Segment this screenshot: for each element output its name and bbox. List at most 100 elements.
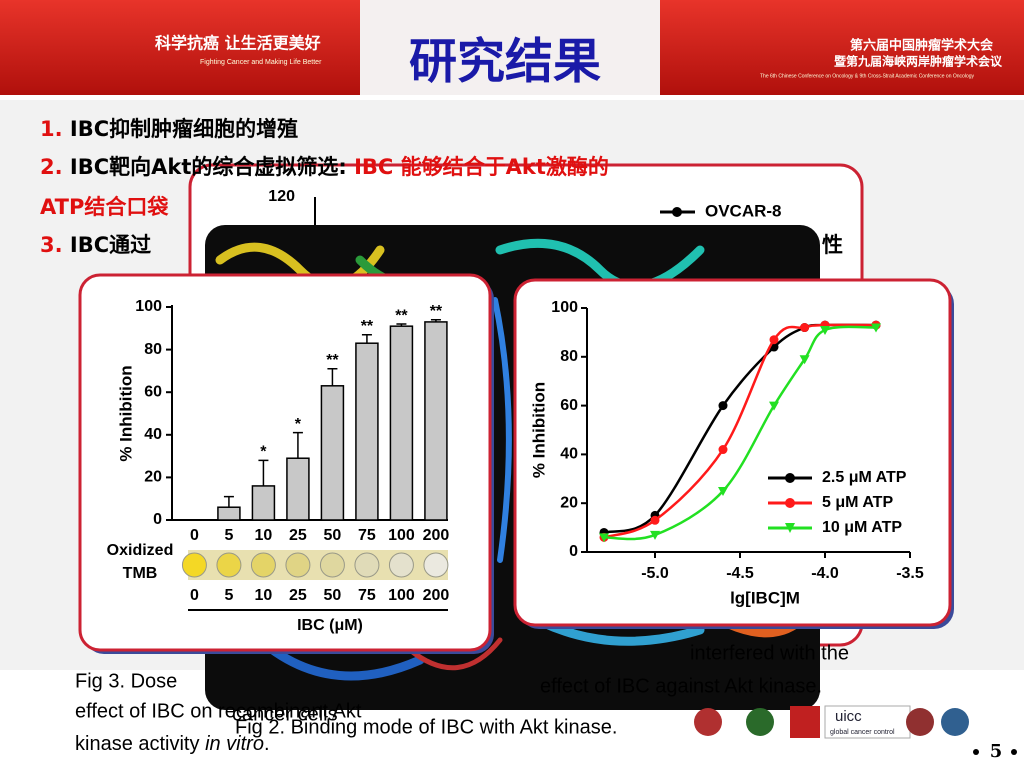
point: [650, 515, 660, 525]
strip-label: TMB: [123, 565, 158, 582]
x-tick-label: -5.0: [641, 565, 669, 582]
annotation: **: [430, 303, 443, 320]
y-tick-label: 20: [144, 469, 162, 486]
legend-marker: [672, 207, 682, 217]
x-tick-label: 100: [388, 527, 415, 544]
bullet: 1. IBC抑制肿瘤细胞的增殖: [40, 117, 298, 141]
bar: [355, 342, 379, 521]
y-tick-label: 80: [560, 348, 578, 365]
bar: [286, 457, 310, 521]
annotation: **: [361, 318, 374, 335]
strip-tick-label: 0: [190, 587, 199, 604]
conference-en: The 6th Chinese Conference on Oncology &…: [760, 73, 975, 79]
point: [769, 401, 779, 411]
bar: [251, 485, 276, 521]
y-axis-label: % Inhibition: [116, 365, 135, 461]
page-number: 5: [990, 741, 1003, 762]
x-tick-label: 0: [190, 527, 199, 544]
point: [800, 323, 810, 333]
x-tick-label: -3.5: [896, 565, 924, 582]
legend-label: 2.5 μM ATP: [822, 469, 907, 486]
slide-title: 研究结果: [409, 34, 601, 90]
bullet-tail: 性: [822, 233, 843, 257]
y-tick-label: 40: [144, 426, 162, 443]
y-tick-label: 20: [560, 494, 578, 511]
legend-label: 10 μM ATP: [822, 519, 902, 536]
bar: [389, 325, 414, 521]
point: [820, 325, 830, 335]
caption: Fig 2. Binding mode of IBC with Akt kina…: [235, 716, 617, 738]
conference: 第六届中国肿瘤学术大会: [850, 38, 994, 54]
tmb-well: [181, 552, 207, 578]
x-tick-label: 75: [358, 527, 376, 544]
error-bar: [430, 319, 441, 322]
x-tick-label: 25: [289, 527, 307, 544]
annotation: **: [326, 352, 339, 369]
logo-text: global cancer control: [830, 729, 895, 736]
strip-label: Oxidized: [107, 542, 174, 559]
strip-tick-label: 100: [388, 587, 415, 604]
logo-text: uicc: [835, 708, 862, 725]
dot: [973, 749, 979, 755]
conference-2: 暨第九届海峡两岸肿瘤学术会议: [834, 54, 1003, 69]
tmb-well: [250, 552, 276, 578]
strip-tick-label: 200: [423, 587, 450, 604]
tmb-well: [319, 552, 345, 578]
strip-tick-label: 50: [324, 587, 342, 604]
error-bar: [292, 431, 303, 459]
x-tick-label: 200: [423, 527, 450, 544]
caption: effect of IBC against Akt kinase.: [540, 675, 822, 697]
logo: [941, 708, 969, 736]
bullet: 2. IBC靶向Akt的综合虚拟筛选: IBC 能够结合于Akt激酶的: [40, 155, 609, 179]
annotation: *: [260, 444, 267, 461]
tmb-well: [285, 552, 311, 578]
logo: [906, 708, 934, 736]
point: [871, 323, 881, 333]
y-tick-label: 60: [144, 383, 162, 400]
point: [599, 533, 609, 543]
caption: effect of IBC on recombinant Akt: [75, 700, 362, 722]
strip-tick-label: 5: [224, 587, 233, 604]
caption: kinase activity in vitro.: [75, 733, 270, 755]
error-bar: [361, 333, 372, 344]
strip-tick-label: 25: [289, 587, 307, 604]
point: [718, 445, 728, 455]
slogan: 科学抗癌 让生活更美好: [155, 34, 321, 53]
y-tick-label: 100: [135, 298, 162, 315]
tmb-well: [354, 552, 380, 578]
point: [799, 355, 810, 365]
bar: [424, 321, 448, 521]
header-center: [360, 0, 660, 95]
error-bar: [223, 495, 234, 508]
tick-label: 120: [268, 188, 295, 205]
y-tick-label: 0: [569, 543, 578, 560]
strip-tick-label: 10: [255, 587, 273, 604]
x-tick-label: 50: [324, 527, 342, 544]
x-axis-label: IBC (μM): [297, 617, 363, 634]
bar: [320, 385, 345, 521]
error-bar: [396, 323, 407, 327]
bullet-cont: ATP结合口袋: [40, 195, 169, 219]
y-tick-label: 0: [153, 511, 162, 528]
annotation: **: [395, 307, 408, 324]
x-tick-label: 10: [255, 527, 273, 544]
x-axis-label: lg[IBC]M: [730, 588, 800, 607]
bullet: 3. IBC通过: [40, 233, 151, 257]
error-bar: [327, 368, 338, 386]
logo: [694, 708, 722, 736]
point: [718, 487, 728, 496]
caption: interfered with the: [690, 642, 849, 664]
logo: [790, 706, 820, 738]
tmb-well: [216, 552, 242, 578]
tmb-well: [423, 552, 449, 578]
point: [718, 401, 728, 411]
y-axis-label: % Inhibition: [529, 382, 548, 478]
legend-marker: [785, 498, 795, 508]
legend-marker: [785, 523, 795, 533]
point: [769, 335, 779, 345]
point: [650, 530, 660, 540]
error-bar: [258, 459, 269, 486]
